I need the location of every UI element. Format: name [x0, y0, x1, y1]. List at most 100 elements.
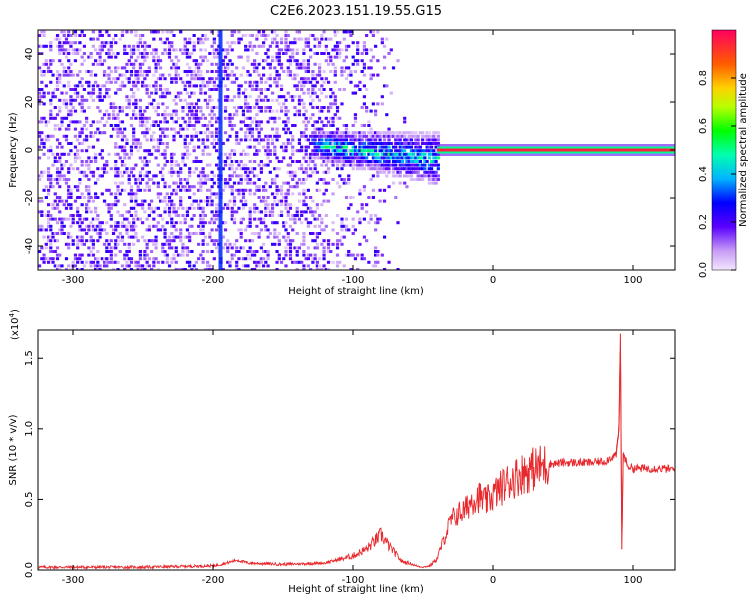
spectrogram-cell — [306, 66, 310, 70]
spectrogram-cell — [257, 235, 261, 239]
spectrogram-cell — [190, 102, 194, 106]
spectrogram-cell — [427, 131, 431, 135]
spectrogram-cell — [152, 124, 156, 127]
spectrogram-cell — [125, 264, 129, 268]
spectrogram-cell — [172, 257, 176, 261]
spectrogram-cell — [277, 214, 281, 217]
spectrogram-cell — [257, 109, 261, 113]
spectrogram-cell — [255, 127, 259, 131]
spectrogram-cell — [40, 170, 44, 174]
spectrogram-cell — [170, 221, 174, 225]
spectrogram-cell — [214, 228, 219, 232]
spectrogram-cell — [270, 59, 275, 63]
spectrogram-cell — [145, 174, 149, 178]
spectrogram-cell — [250, 253, 254, 257]
spectrogram-cell — [391, 167, 396, 171]
spectrogram-cell — [197, 70, 201, 73]
spectrogram-cell — [356, 62, 360, 66]
spectrogram-cell — [398, 131, 402, 135]
spectrogram-cell — [73, 199, 78, 203]
spectrogram-cell — [170, 116, 174, 120]
spectrogram-cell — [362, 217, 366, 221]
spectrogram-cell — [87, 80, 91, 84]
spectrogram-cell — [38, 88, 42, 91]
spectrogram-cell — [362, 167, 366, 171]
spectrogram-cell — [127, 174, 131, 178]
spectrogram-cell — [304, 210, 308, 214]
spectrogram-cell — [71, 167, 75, 171]
spectrogram-cell — [409, 134, 414, 138]
spectrogram-cell — [382, 149, 387, 153]
spectrogram-cell — [326, 260, 331, 264]
spectrogram-cell — [286, 203, 290, 207]
spectrogram-cell — [156, 124, 160, 127]
spectrogram-cell — [284, 30, 288, 34]
spectrogram-cell — [282, 156, 286, 160]
spectrogram-cell — [114, 116, 118, 120]
spectrogram-cell — [235, 134, 239, 138]
spectrogram-cell — [174, 160, 178, 163]
spectrogram-cell — [120, 80, 125, 84]
spectrogram-cell — [190, 185, 194, 189]
spectrogram-cell — [172, 109, 176, 113]
spectrogram-cell — [188, 109, 192, 113]
spectrogram-cell — [241, 66, 246, 70]
spectrogram-cell — [291, 160, 295, 163]
spectrogram-cell — [313, 134, 317, 138]
spectrogram-cell — [398, 156, 402, 160]
spectrogram-cell — [62, 203, 66, 207]
spectrogram-cell — [297, 217, 302, 221]
spectrogram-cell — [297, 260, 302, 264]
spectrogram-cell — [212, 145, 216, 149]
spectrogram-cell — [102, 95, 107, 99]
spectrogram-cell — [98, 34, 102, 37]
spectrogram-cell — [358, 217, 362, 221]
spectrogram-cell — [230, 73, 234, 77]
spectrogram-cell — [73, 88, 78, 91]
spectrogram-cell — [311, 232, 315, 235]
spectrogram-cell — [170, 246, 174, 250]
snr-x-tick-label: 100 — [623, 575, 642, 586]
spectrogram-cell — [185, 145, 190, 149]
spectrogram-cell — [60, 228, 64, 232]
spectrogram-cell — [46, 174, 51, 178]
spectrogram-cell — [176, 268, 181, 270]
spectrogram-cell — [286, 116, 290, 120]
spectrogram-cell — [255, 232, 259, 235]
spectrogram-cell — [158, 37, 163, 41]
spectrogram-cell — [64, 242, 69, 246]
spectrogram-cell — [268, 170, 272, 174]
spectrogram-cell — [78, 178, 82, 181]
spectrogram-cell — [64, 48, 69, 52]
spectrogram-cell — [138, 203, 142, 207]
spectrogram-cell — [322, 192, 326, 196]
spectrogram-cell — [232, 253, 237, 257]
spectrogram-cell — [138, 106, 142, 109]
spectrogram-cell — [109, 250, 113, 253]
spectrogram-cell — [60, 62, 64, 66]
spectrogram-cell — [405, 138, 409, 142]
spectrogram-cell — [356, 210, 360, 214]
spectrogram-cell — [358, 167, 362, 171]
spectrogram-cell — [333, 95, 337, 99]
spectrogram-cell — [342, 59, 346, 63]
spectrogram-cell — [315, 235, 319, 239]
spectrogram-cell — [87, 199, 91, 203]
spectrogram-cell — [118, 84, 122, 88]
spectrogram-cell — [134, 235, 138, 239]
spectrogram-cell — [358, 145, 362, 149]
spectrogram-cell — [320, 34, 324, 37]
spectrogram-cell — [163, 199, 167, 203]
spectrogram-cell — [340, 70, 344, 73]
spectrogram-cell — [367, 120, 371, 124]
spectrogram-cell — [158, 138, 163, 142]
spectrogram-cell — [80, 62, 84, 66]
spectrogram-cell — [125, 113, 129, 117]
spectrogram-cell — [288, 253, 293, 257]
spectrogram-cell — [78, 156, 82, 160]
spectrogram-cell — [102, 257, 107, 261]
spectrogram-cell — [102, 170, 107, 174]
spectrogram-cell — [46, 221, 51, 225]
spectrogram-cell — [403, 142, 407, 145]
spectrogram-cell — [67, 203, 71, 207]
